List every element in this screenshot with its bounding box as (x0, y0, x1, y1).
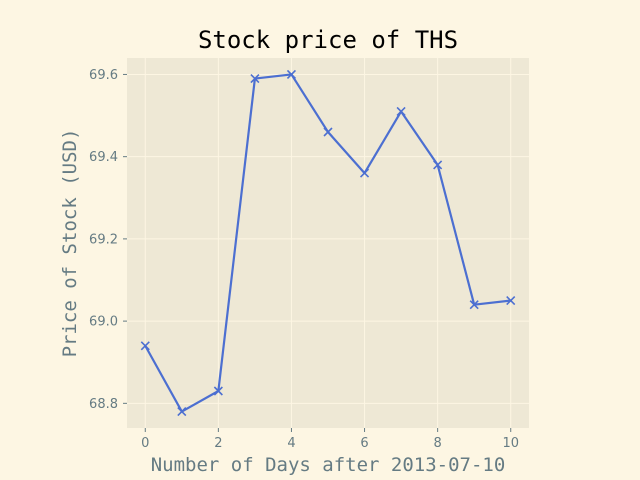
marker-stroke (286, 69, 297, 80)
marker-stroke (506, 295, 516, 306)
x-tick-label: 10 (502, 436, 519, 451)
marker-stroke (213, 386, 223, 396)
marker-stroke (177, 406, 187, 417)
chart-title: Stock price of THS (198, 26, 458, 54)
grid-layer (127, 58, 529, 428)
plot-area (127, 58, 529, 428)
marker-stroke (140, 341, 150, 351)
data-point-marker (177, 406, 187, 417)
data-point-marker (323, 127, 333, 137)
data-point-marker (140, 341, 150, 351)
marker-stroke (359, 168, 370, 178)
y-tick-label: 69.2 (89, 232, 118, 247)
data-point-marker (433, 160, 443, 170)
marker-stroke (396, 106, 406, 117)
y-tick-label: 69.0 (89, 315, 118, 330)
x-tick-label: 4 (287, 436, 295, 451)
x-tick-label: 0 (141, 436, 149, 451)
x-tick-label: 2 (214, 436, 222, 451)
x-tick-label: 8 (433, 436, 441, 451)
y-tick-label: 69.4 (89, 150, 118, 165)
x-tick-label: 6 (360, 436, 368, 451)
data-point-marker (469, 300, 479, 310)
data-point-marker (213, 386, 223, 396)
marker-stroke (469, 300, 479, 310)
tick-layer: 0 2 4 6 8 10 68.8 69.0 69.2 69.4 69.6 (89, 68, 519, 451)
data-point-marker (506, 295, 516, 306)
data-point-marker (396, 106, 406, 117)
marker-stroke (323, 127, 333, 137)
series-layer (140, 69, 516, 417)
y-axis-label: Price of Stock (USD) (59, 129, 81, 358)
y-tick-label: 69.6 (89, 68, 118, 83)
marker-stroke (250, 73, 260, 84)
data-point-marker (250, 73, 260, 84)
data-point-marker (359, 168, 370, 178)
marker-stroke (433, 160, 443, 170)
y-tick-label: 68.8 (89, 397, 118, 412)
x-axis-label: Number of Days after 2013-07-10 (151, 454, 506, 476)
data-point-marker (286, 69, 297, 80)
